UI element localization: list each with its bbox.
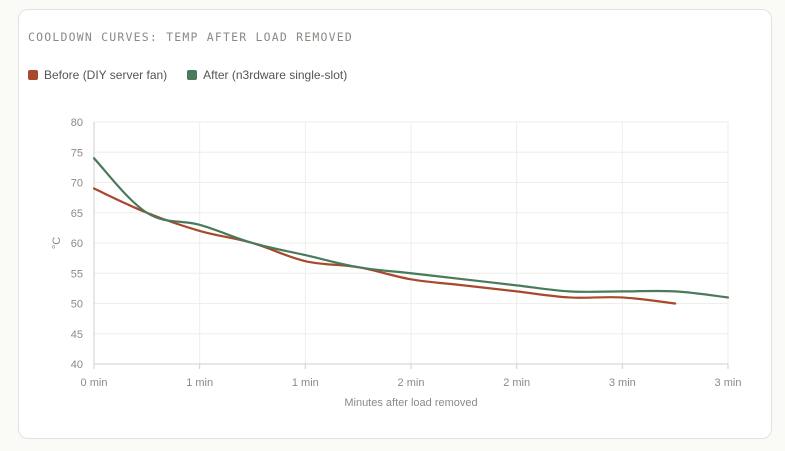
y-axis-label: °C [51, 237, 63, 249]
x-tick-label: 2 min [503, 377, 530, 389]
x-tick-label: 3 min [609, 377, 636, 389]
series-lines [92, 157, 730, 305]
axes [93, 122, 729, 369]
chart-card [18, 9, 772, 439]
x-tick-label: 1 min [186, 377, 213, 389]
y-tick-label: 50 [71, 299, 83, 311]
tick-labels: 40 45 50 55 60 65 70 75 80 0 min 1 min 1 min 2 min 2 … [71, 117, 742, 389]
y-tick-label: 45 [71, 329, 83, 341]
legend-swatch-before [28, 70, 38, 80]
chart-title: COOLDOWN CURVES: TEMP AFTER LOAD REMOVED [28, 30, 353, 44]
x-tick-label: 3 min [715, 377, 742, 389]
legend-item-after[interactable]: After (n3rdware single-slot) [187, 68, 347, 82]
chart-legend: Before (DIY server fan) After (n3rdware … [28, 68, 367, 82]
y-tick-label: 55 [71, 268, 83, 280]
grid-lines [93, 121, 729, 365]
y-tick-label: 60 [71, 238, 83, 250]
legend-item-before[interactable]: Before (DIY server fan) [28, 68, 167, 82]
x-tick-label: 0 min [81, 377, 108, 389]
y-tick-label: 65 [71, 208, 83, 220]
series-line-before [92, 187, 677, 305]
legend-label-after: After (n3rdware single-slot) [203, 68, 348, 82]
y-tick-label: 70 [71, 178, 83, 190]
series-line-after [92, 157, 730, 299]
legend-label-before: Before (DIY server fan) [44, 68, 168, 82]
y-tick-label: 40 [71, 359, 83, 371]
x-axis-label: Minutes after load removed [344, 397, 477, 409]
x-tick-label: 1 min [292, 377, 319, 389]
y-tick-label: 75 [71, 147, 83, 159]
legend-swatch-after [187, 70, 198, 80]
y-tick-label: 80 [71, 117, 83, 129]
x-tick-label: 2 min [398, 377, 425, 389]
